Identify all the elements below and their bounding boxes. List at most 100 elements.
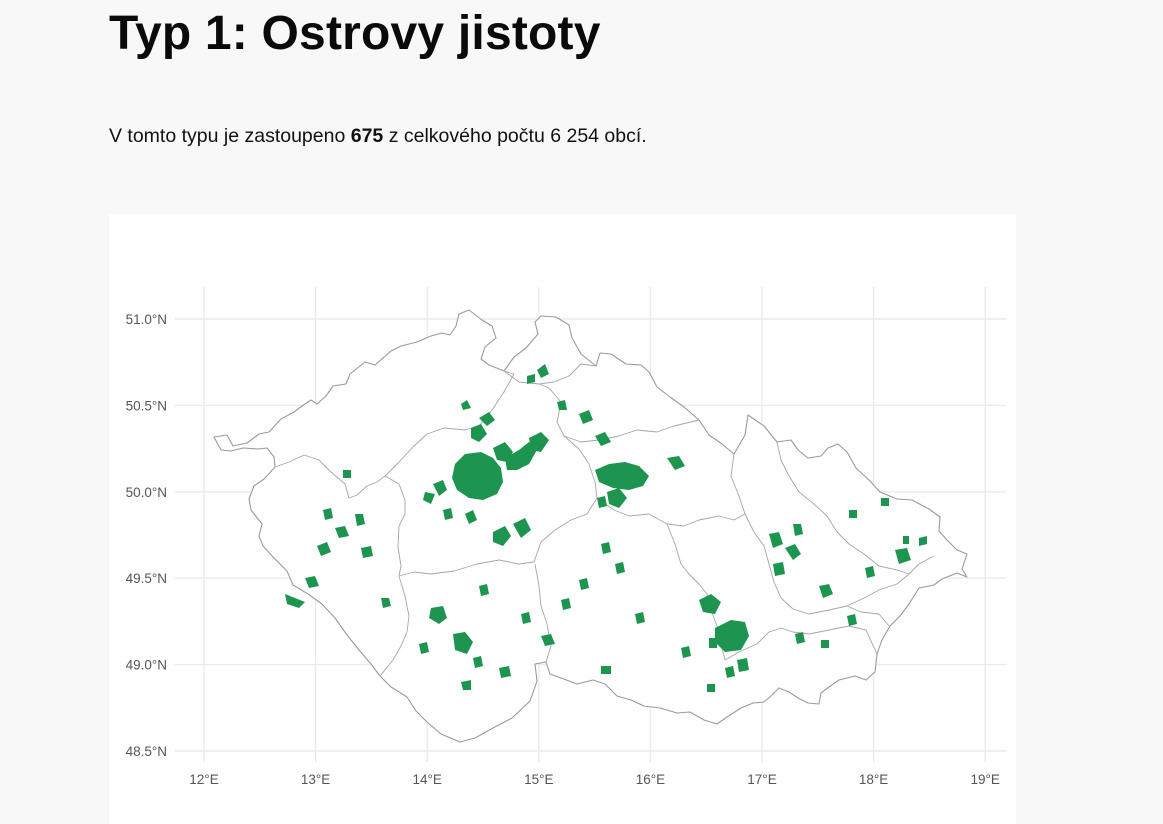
y-tick-label: 49.5°N [126,571,167,586]
municipality [285,594,305,608]
municipality [819,584,833,598]
jihomoravsky-border [724,625,878,661]
municipality [479,412,495,426]
liberecky-border [503,363,597,385]
x-tick-label: 13°E [301,772,330,787]
axis-tick-labels: 12°E 13°E 14°E 15°E 16°E 17°E 18°E 19°E 51.0°N 50… [126,312,1000,787]
y-tick-label: 49.0°N [126,658,167,673]
x-tick-label: 18°E [859,772,888,787]
municipality [479,584,489,596]
municipality [529,432,549,452]
karlovarsky-border [274,454,386,499]
municipality [461,680,471,690]
y-tick-label: 50.0°N [126,485,167,500]
pardubicky-border [596,453,746,527]
municipality [681,646,691,658]
municipality [821,640,829,648]
municipality [465,510,477,524]
municipality [785,544,801,560]
municipality [527,374,535,384]
municipality [461,400,471,410]
municipality [433,480,447,496]
municipality [537,364,549,378]
municipality [452,452,503,500]
municipality [335,526,349,538]
municipality [361,546,373,558]
municipality [881,498,889,506]
x-tick-label: 17°E [747,772,776,787]
municipality-map: 12°E 13°E 14°E 15°E 16°E 17°E 18°E 19°E 51.0°N 50… [126,287,1006,787]
municipality [707,684,715,692]
country-outline [213,309,968,743]
municipality [595,462,649,490]
municipality [429,606,447,624]
municipality [919,536,927,546]
summary-prefix: V tomto typu je zastoupeno [109,125,351,147]
y-tick-label: 50.5°N [126,398,167,413]
municipality [443,508,453,520]
kralovehradecky-border [563,419,700,443]
zlinsky-border [846,605,890,627]
municipality [419,642,429,654]
municipality [423,492,435,504]
municipality [355,514,365,526]
municipality [521,612,531,624]
municipality [493,526,511,546]
x-tick-label: 14°E [412,772,441,787]
x-tick-label: 19°E [970,772,999,787]
municipality [579,578,589,590]
municipality [557,400,567,410]
municipality [471,424,487,442]
municipality [865,566,875,578]
municipality [579,410,593,424]
municipality [615,562,625,574]
municipality [895,548,911,564]
municipality [769,532,783,548]
municipality [793,524,803,536]
municipality [635,612,645,624]
municipality [595,432,611,446]
x-tick-label: 12°E [189,772,218,787]
map-panel: 12°E 13°E 14°E 15°E 16°E 17°E 18°E 19°E 51.0°N 50… [109,214,1016,824]
municipality [601,542,611,554]
highlighted-municipalities [285,364,927,692]
municipality [699,594,721,614]
municipality [323,508,333,520]
ustecky-border [384,370,515,477]
municipality [709,638,717,648]
y-tick-label: 51.0°N [126,312,167,327]
municipality [453,632,473,654]
municipality [505,442,537,470]
municipality [473,656,483,668]
summary-suffix: z celkového počtu 6 254 obcí. [383,125,647,147]
jihocesky-border [379,575,410,677]
municipality [601,666,611,674]
moravskoslezsky-border [776,441,910,575]
municipality [795,632,805,644]
municipality [725,666,735,678]
municipality [773,562,785,576]
summary-text: V tomto typu je zastoupeno 675 z celkové… [109,125,647,148]
plzensky-border [384,475,406,577]
page-title: Typ 1: Ostrovy jistoty [109,7,601,60]
municipality [499,666,511,678]
municipality [343,470,351,478]
municipality [381,598,391,608]
municipality [849,510,857,518]
municipality [317,542,331,556]
stredocesky-border [398,383,598,577]
municipality [715,620,749,652]
municipality [903,536,909,544]
x-tick-label: 15°E [524,772,553,787]
municipality [847,614,857,626]
municipality [667,456,685,470]
municipality [541,634,555,646]
municipality [607,488,627,508]
municipality [597,496,607,508]
municipality [305,576,319,588]
olomoucky-border [744,513,935,615]
municipality [737,658,749,672]
municipality [513,518,531,538]
czechia-border [213,309,968,743]
y-tick-label: 48.5°N [126,744,167,759]
